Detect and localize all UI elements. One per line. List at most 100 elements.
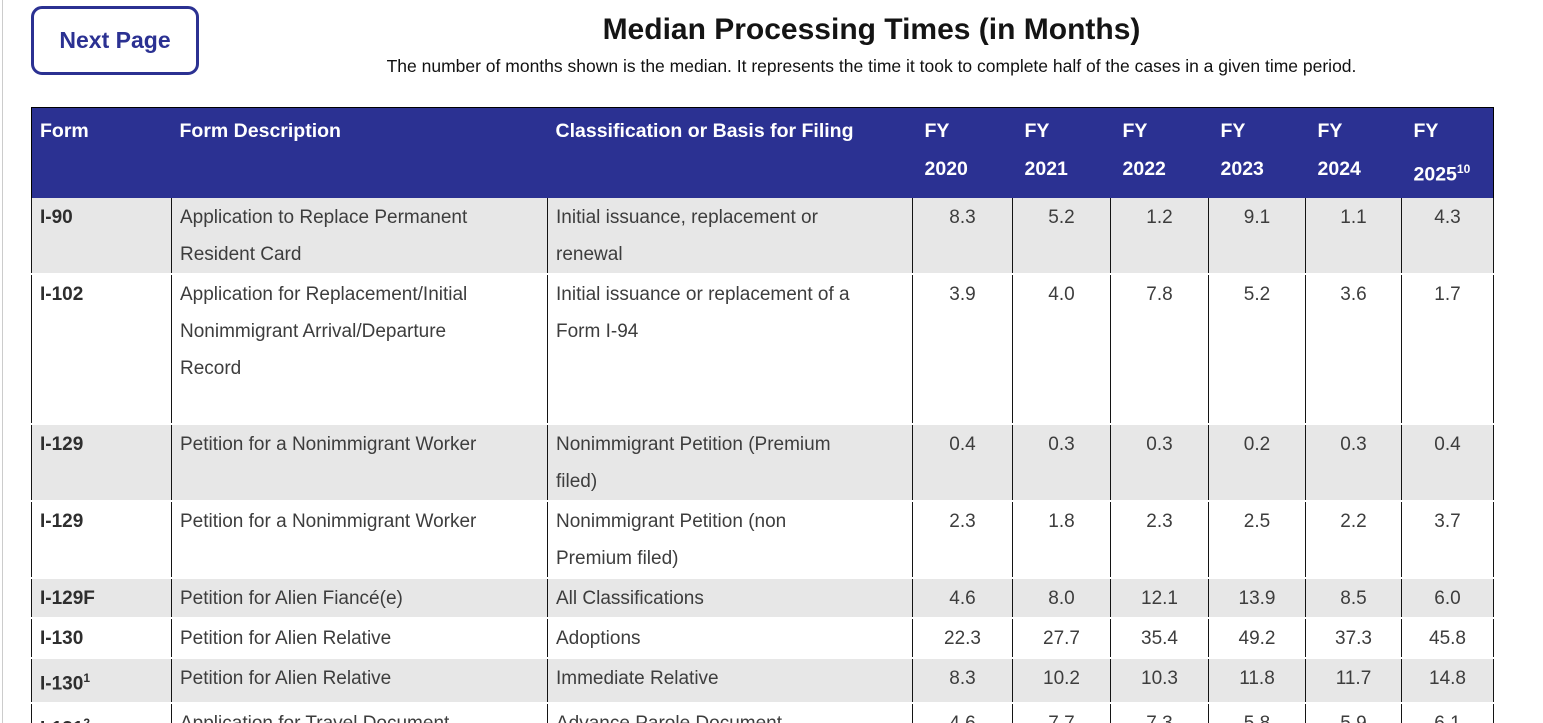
fy-value-cell: 3.9 [912,273,1013,425]
fy-value-cell: 35.4 [1110,617,1209,659]
fy-value-cell: 4.3 [1401,197,1494,275]
table-row: I-129 Petition for a Nonimmigrant Worker N… [31,500,1494,579]
table-row: I-1312Application for Travel DocumentAdv… [31,702,1494,723]
form-code-cell: I-1312 [31,702,172,723]
fy-value-cell: 14.8 [1401,657,1494,704]
form-description-cell: Petition for a Nonimmigrant Worker [171,500,548,579]
form-code: I-129 [40,433,84,455]
fy-value-cell: 0.3 [1305,423,1402,502]
col-header-fy2023: FY 2023 [1208,107,1306,198]
col-header-fy2024: FY 2024 [1305,107,1402,198]
table-row: I-129 Petition for a Nonimmigrant Worker N… [31,423,1494,502]
table-row: I-90 Application to Replace Permanent Res… [31,197,1494,275]
next-page-button[interactable]: Next Page [31,6,199,75]
fy-value-cell: 2.3 [912,500,1013,579]
form-code-cell: I-102 [31,273,172,425]
fy-value-cell: 7.8 [1110,273,1209,425]
fy-value-cell: 0.2 [1208,423,1306,502]
table-header-row: Form Form Description Classification or … [31,107,1494,198]
form-code-cell: I-129 [31,500,172,579]
fy-value-cell: 8.0 [1012,577,1111,619]
form-code-cell: I-90 [31,197,172,275]
col-header-classification-label: Classification or Basis for Filing [555,120,854,142]
fy-value-cell: 4.6 [912,577,1013,619]
col-header-classification: Classification or Basis for Filing [547,107,913,198]
form-code-cell: I-129 [31,423,172,502]
fy-value-cell: 11.8 [1208,657,1306,704]
fy-value-cell: 37.3 [1305,617,1402,659]
col-header-form-label: Form [40,120,89,142]
fy-value-cell: 27.7 [1012,617,1111,659]
fy-value-cell: 6.1 [1401,702,1494,723]
table-body: I-90 Application to Replace Permanent Res… [31,197,1494,723]
fy-value-cell: 2.2 [1305,500,1402,579]
fy-value-cell: 8.3 [912,197,1013,275]
col-header-fy2025: FY 202510 [1401,107,1494,198]
fy-value-cell: 2.5 [1208,500,1306,579]
table-row: I-102 Application for Replacement/Initial… [31,273,1494,425]
classification-cell: All Classifications [547,577,913,619]
page-subtitle: The number of months shown is the median… [386,56,1357,76]
form-code: I-129 [40,510,84,532]
title-block: Median Processing Times (in Months) The … [210,13,1533,77]
col-header-fy2022: FY 2022 [1110,107,1209,198]
fy-value-cell: 10.3 [1110,657,1209,704]
classification-cell: Adoptions [547,617,913,659]
fy-value-cell: 22.3 [912,617,1013,659]
form-description-cell: Petition for Alien Fiancé(e) [171,577,548,619]
fy-value-cell: 12.1 [1110,577,1209,619]
fy-value-cell: 0.4 [1401,423,1494,502]
col-header-form: Form [31,107,172,198]
form-code: I-130 [40,627,84,649]
table-row: I-129F Petition for Alien Fiancé(e) All Cl… [31,577,1494,619]
fy-value-cell: 1.8 [1012,500,1111,579]
col-header-fy2021: FY 2021 [1012,107,1111,198]
col-header-form-description: Form Description [171,107,548,198]
form-code: I-130 [40,672,84,694]
fy-value-cell: 4.6 [912,702,1013,723]
form-code: I-90 [40,206,73,228]
fy-value-cell: 3.7 [1401,500,1494,579]
fy-value-cell: 0.3 [1110,423,1209,502]
form-description-cell: Application for Travel Document [171,702,548,723]
form-description-cell: Petition for Alien Relative [171,617,548,659]
classification-cell: Nonimmigrant Petition (Premium filed) [547,423,913,502]
form-footnote-marker: 1 [83,670,90,685]
col-header-fy2020: FY 2020 [912,107,1013,198]
fy-value-cell: 7.3 [1110,702,1209,723]
fy-value-cell: 4.0 [1012,273,1111,425]
fy-value-cell: 7.7 [1012,702,1111,723]
fy-value-cell: 8.3 [912,657,1013,704]
classification-cell: Initial issuance or replacement of a For… [547,273,913,425]
processing-times-table: Form Form Description Classification or … [31,107,1494,723]
form-description-cell: Petition for a Nonimmigrant Worker [171,423,548,502]
fy-value-cell: 1.2 [1110,197,1209,275]
window-edge-line [2,0,3,723]
form-code-cell: I-1301 [31,657,172,704]
fy-value-cell: 3.6 [1305,273,1402,425]
classification-cell: Initial issuance, replacement or renewal [547,197,913,275]
fy-value-cell: 5.2 [1012,197,1111,275]
fy-value-cell: 10.2 [1012,657,1111,704]
fy-value-cell: 8.5 [1305,577,1402,619]
form-description-cell: Application for Replacement/Initial Noni… [171,273,548,425]
fy-value-cell: 5.2 [1208,273,1306,425]
col-header-form-description-label: Form Description [179,120,341,142]
fy-value-cell: 2.3 [1110,500,1209,579]
processing-times-table-wrap: Form Form Description Classification or … [31,107,1494,723]
page-title: Median Processing Times (in Months) [602,13,1141,46]
classification-cell: Immediate Relative [547,657,913,704]
fy-value-cell: 5.8 [1208,702,1306,723]
fy-value-cell: 1.7 [1401,273,1494,425]
form-footnote-marker: 2 [83,715,90,723]
fy-value-cell: 0.3 [1012,423,1111,502]
fy-value-cell: 0.4 [912,423,1013,502]
form-code: I-129F [40,587,95,609]
form-code: I-131 [40,718,83,723]
classification-cell: Advance Parole Document [547,702,913,723]
fy-value-cell: 6.0 [1401,577,1494,619]
fy-value-cell: 1.1 [1305,197,1402,275]
form-code-cell: I-130 [31,617,172,659]
fy-value-cell: 9.1 [1208,197,1306,275]
fy-value-cell: 5.9 [1305,702,1402,723]
